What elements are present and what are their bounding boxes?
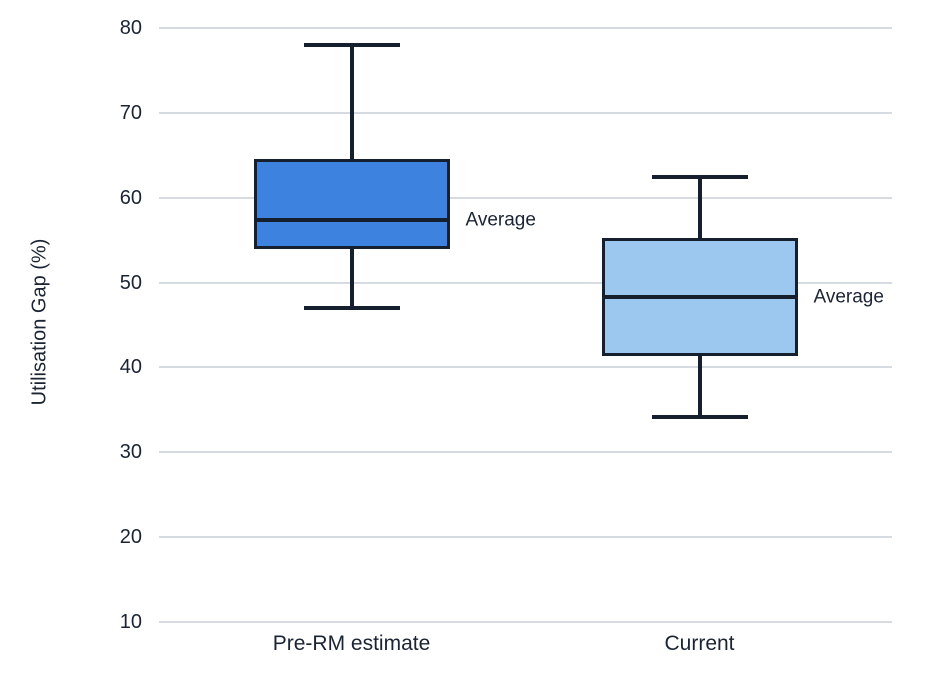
gridline-50	[159, 281, 892, 284]
y-tick-label-50: 50	[119, 271, 142, 294]
average-label-0: Average	[465, 209, 536, 231]
gridline-80	[159, 27, 892, 29]
y-tick-label-30: 30	[119, 441, 142, 464]
whisker-cap-min-1	[651, 414, 748, 419]
whisker-cap-max-1	[651, 175, 748, 180]
y-axis-title: Utilisation Gap (%)	[28, 238, 51, 406]
x-category-label-1: Current	[664, 632, 735, 655]
y-tick-label-80: 80	[119, 17, 142, 39]
gridline-30	[159, 451, 892, 454]
gridline-60	[159, 196, 892, 199]
y-tick-label-40: 40	[119, 356, 142, 379]
y-tick-label-20: 20	[119, 526, 142, 549]
gridline-10	[159, 621, 892, 623]
gridline-70	[159, 111, 892, 114]
average-line-1	[601, 294, 798, 299]
average-line-0	[253, 217, 450, 222]
y-tick-label-70: 70	[119, 101, 142, 124]
x-category-label-0: Pre-RM estimate	[272, 632, 431, 655]
average-label-1: Average	[813, 286, 884, 308]
whisker-cap-max-0	[303, 42, 400, 47]
box-0	[253, 158, 450, 249]
gridline-20	[159, 536, 892, 539]
y-tick-label-60: 60	[119, 186, 142, 209]
gridline-40	[159, 366, 892, 369]
whisker-cap-min-0	[303, 306, 400, 311]
y-tick-label-10: 10	[119, 611, 142, 633]
